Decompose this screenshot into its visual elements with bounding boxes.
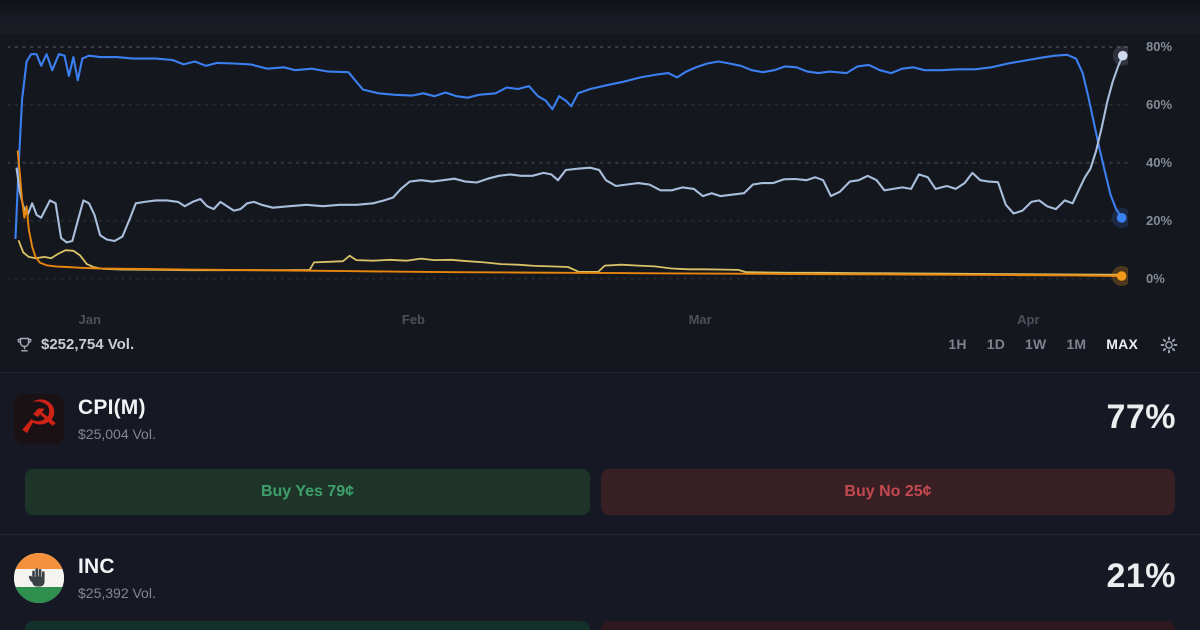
price-chart[interactable] [7,38,1133,290]
hammer-and-sickle-icon: ☭ [14,394,64,444]
series-line-unlabeled-yellow [17,240,1123,276]
settings-gear-icon[interactable] [1160,336,1178,359]
y-tick-40: 40% [1146,154,1173,170]
timeframe-max[interactable]: MAX [1106,336,1138,352]
x-tick-feb: Feb [401,312,425,327]
chart-section [7,38,1133,290]
end-dot-INC [1116,213,1127,223]
x-tick-apr: Apr [1017,312,1040,327]
timeframe-1d[interactable]: 1D [986,336,1006,352]
top-bar [0,0,1200,34]
divider [0,372,1200,373]
y-tick-60: 60% [1146,96,1173,112]
buy-no-button-partial[interactable] [601,621,1175,630]
outcome-volume: $25,392 Vol. [78,585,156,601]
series-line-unlabeled-orange [16,150,1123,277]
buy-yes-button-partial[interactable] [25,621,590,630]
timeframe-1w[interactable]: 1W [1025,336,1047,352]
outcome-chance: 21% [1106,557,1176,595]
chart-footer: $252,754 Vol. 1H 1D 1W 1M MAX [0,334,1200,364]
outcome-chance: 77% [1106,398,1176,436]
x-tick-mar: Mar [688,312,712,327]
outcome-name: CPI(M) [78,396,146,419]
buy-no-button[interactable]: Buy No 25¢ [601,469,1175,515]
total-volume-label: $252,754 Vol. [41,336,135,353]
outcome-volume: $25,004 Vol. [78,426,156,442]
total-volume: $252,754 Vol. [16,336,134,353]
inc-hand-symbol [28,568,45,587]
x-tick-jan: Jan [78,312,101,327]
buy-buttons-row: Buy Yes 79¢ Buy No 25¢ [0,469,1200,515]
outcome-row-cpim[interactable]: ☭ CPI(M) $25,004 Vol. 77% [0,394,1200,446]
outcome-name: INC [78,555,115,578]
end-dot-unlabeled-orange [1116,271,1127,281]
y-tick-80: 80% [1146,39,1173,54]
inc-party-flag-icon [14,553,64,603]
buy-yes-button[interactable]: Buy Yes 79¢ [25,469,590,515]
timeframe-1m[interactable]: 1M [1066,336,1087,352]
series-line-INC [14,53,1123,240]
timeframe-1h[interactable]: 1H [948,336,967,352]
series-line-CPI(M) [15,54,1124,244]
y-tick-0: 0% [1146,270,1165,286]
end-dot-CPI(M) [1117,50,1128,61]
timeframe-selector: 1H 1D 1W 1M MAX [948,336,1138,352]
divider [0,534,1200,535]
trophy-icon [17,337,32,352]
y-tick-20: 20% [1146,212,1173,228]
outcome-row-inc[interactable]: INC $25,392 Vol. 21% [0,553,1200,605]
